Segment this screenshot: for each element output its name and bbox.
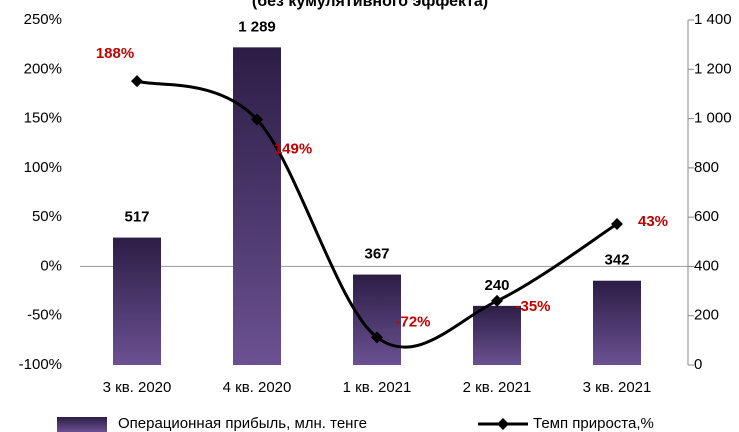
line-value-label: 188% [96, 45, 134, 62]
y-tick-label: 200% [24, 60, 62, 77]
y2-tick-label: 1 000 [694, 110, 732, 127]
y-tick-label: 100% [24, 159, 62, 176]
bar [113, 237, 161, 365]
legend-marker [497, 418, 509, 430]
x-tick-label: 2 кв. 2021 [463, 379, 532, 396]
line-value-label: -72% [395, 313, 430, 330]
y-tick-label: 0% [40, 257, 62, 274]
line [136, 79, 618, 349]
line-marker [371, 331, 383, 344]
y-tick-label: 250% [24, 11, 62, 28]
y-tick-label: 50% [32, 208, 62, 225]
bar-value-label: 240 [484, 277, 509, 294]
bar [593, 280, 641, 365]
legend-label: Темп прироста,% [533, 415, 654, 432]
y2-tick-label: 1 200 [694, 60, 732, 77]
y-tick-label: -50% [27, 307, 62, 324]
line-value-label: 43% [638, 213, 668, 230]
bar-value-label: 1 289 [238, 18, 276, 35]
line-value-label: -35% [515, 298, 550, 315]
bar [473, 305, 521, 365]
x-tick-label: 1 кв. 2021 [343, 379, 412, 396]
y2-tick-label: 400 [694, 257, 719, 274]
bar [233, 47, 281, 365]
y-tick-label: -100% [19, 356, 62, 373]
y2-tick-label: 800 [694, 159, 719, 176]
x-tick-label: 3 кв. 2021 [583, 379, 652, 396]
y2-tick-label: 1 400 [694, 11, 732, 28]
bar-value-label: 517 [124, 209, 149, 226]
line-marker [611, 218, 623, 231]
line-marker [251, 113, 263, 126]
legend-swatch [57, 417, 107, 432]
bar-value-label: 342 [604, 252, 629, 269]
line-marker [491, 294, 503, 307]
y2-tick-label: 0 [694, 356, 702, 373]
line-marker [131, 75, 143, 88]
x-tick-label: 3 кв. 2020 [103, 379, 172, 396]
y2-tick-label: 200 [694, 307, 719, 324]
line-value-label: 149% [274, 141, 312, 158]
bar-value-label: 367 [364, 246, 389, 263]
y-tick-label: 150% [24, 110, 62, 127]
x-tick-label: 4 кв. 2020 [223, 379, 292, 396]
legend-label: Операционная прибыль, млн. тенге [118, 415, 367, 432]
chart-title: (без кумулятивного эффекта) [252, 0, 488, 10]
y2-tick-label: 600 [694, 208, 719, 225]
